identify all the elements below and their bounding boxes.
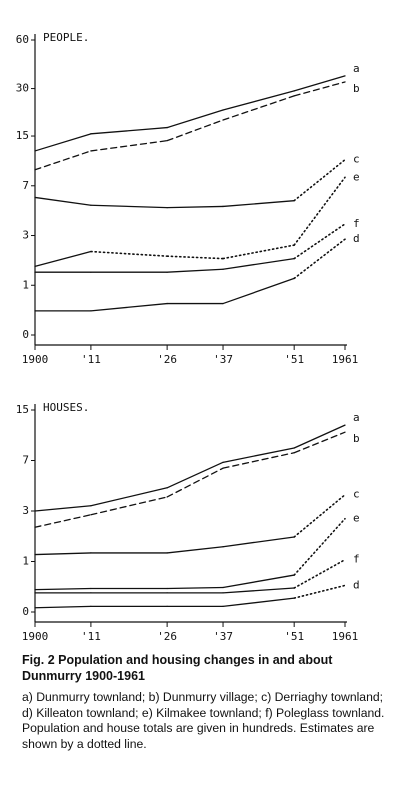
line-segment bbox=[293, 493, 346, 538]
line-segment bbox=[34, 514, 92, 528]
y-tick-label: 7 bbox=[22, 454, 29, 467]
line-segment bbox=[34, 605, 92, 609]
line-segment bbox=[34, 250, 92, 268]
x-tick-label: 1900 bbox=[22, 630, 49, 643]
line-segment bbox=[293, 158, 346, 202]
caption-title: Fig. 2 Population and housing changes in… bbox=[22, 653, 333, 683]
series-label: d bbox=[353, 578, 360, 591]
line-segment bbox=[90, 250, 168, 257]
line-segment bbox=[166, 119, 224, 142]
x-tick-label: '51 bbox=[284, 353, 304, 366]
line-segment bbox=[293, 584, 346, 599]
line-segment bbox=[166, 467, 224, 498]
series-label: f bbox=[353, 217, 360, 230]
x-tick-label: '11 bbox=[81, 630, 101, 643]
line-segment bbox=[222, 244, 295, 260]
series-label: c bbox=[353, 153, 360, 166]
line-segment bbox=[90, 126, 168, 135]
line-segment bbox=[293, 431, 346, 454]
line-segment bbox=[166, 586, 224, 590]
line-segment bbox=[293, 176, 346, 246]
line-segment bbox=[222, 574, 295, 589]
caption-text: a) Dunmurry townland; b) Dunmurry villag… bbox=[22, 690, 385, 751]
line-segment bbox=[293, 424, 346, 449]
series-label: b bbox=[353, 432, 360, 445]
series-label: d bbox=[353, 232, 360, 245]
line-segment bbox=[222, 90, 295, 111]
y-tick-label: 1 bbox=[22, 555, 29, 568]
series-label: a bbox=[353, 411, 360, 424]
series-label: b bbox=[353, 82, 360, 95]
y-tick-label: 30 bbox=[16, 82, 29, 95]
x-tick-label: '37 bbox=[213, 353, 233, 366]
y-tick-label: 3 bbox=[22, 504, 29, 517]
line-segment bbox=[222, 277, 295, 305]
line-segment bbox=[166, 255, 224, 260]
line-segment bbox=[34, 552, 92, 556]
line-segment bbox=[90, 302, 168, 312]
x-tick-label: '37 bbox=[213, 630, 233, 643]
line-segment bbox=[293, 75, 346, 92]
line-segment bbox=[222, 587, 295, 594]
x-tick-label: '26 bbox=[157, 353, 177, 366]
line-segment bbox=[293, 223, 346, 260]
line-segment bbox=[90, 204, 168, 209]
line-segment bbox=[166, 205, 224, 209]
line-segment bbox=[293, 517, 346, 576]
caption: Fig. 2 Population and housing changes in… bbox=[22, 652, 394, 752]
y-tick-label: 1 bbox=[22, 278, 29, 291]
x-tick-label: 1961 bbox=[332, 630, 359, 643]
line-segment bbox=[222, 200, 295, 208]
y-tick-label: 15 bbox=[16, 129, 29, 142]
y-tick-label: 7 bbox=[22, 179, 29, 192]
x-tick-label: '26 bbox=[157, 630, 177, 643]
line-segment bbox=[166, 268, 224, 273]
y-tick-label: 0 bbox=[22, 605, 29, 618]
line-segment bbox=[293, 81, 346, 97]
line-segment bbox=[90, 140, 168, 152]
series-label: a bbox=[353, 62, 360, 75]
line-segment bbox=[222, 452, 295, 469]
y-tick-label: 3 bbox=[22, 229, 29, 242]
y-tick-label: 0 bbox=[22, 328, 29, 341]
series-label: e bbox=[353, 170, 360, 183]
line-segment bbox=[222, 95, 295, 121]
series-label: f bbox=[353, 553, 360, 566]
y-tick-label: 60 bbox=[16, 33, 29, 46]
series-label: c bbox=[353, 488, 360, 501]
line-segment bbox=[34, 196, 92, 206]
line-segment bbox=[222, 447, 295, 463]
line-segment bbox=[293, 238, 346, 280]
y-tick-label: 15 bbox=[16, 403, 29, 416]
line-segment bbox=[34, 505, 92, 512]
line-segment bbox=[34, 587, 92, 591]
line-segment bbox=[90, 487, 168, 507]
x-tick-label: 1961 bbox=[332, 353, 359, 366]
x-tick-label: 1900 bbox=[22, 353, 49, 366]
line-segment bbox=[222, 257, 295, 270]
chart-title: HOUSES. bbox=[43, 401, 89, 414]
chart-title: PEOPLE. bbox=[43, 31, 89, 44]
line-segment bbox=[34, 150, 92, 171]
line-segment bbox=[166, 461, 224, 489]
line-segment bbox=[222, 597, 295, 608]
line-segment bbox=[166, 546, 224, 554]
line-segment bbox=[293, 558, 346, 589]
line-segment bbox=[222, 536, 295, 548]
x-tick-label: '51 bbox=[284, 630, 304, 643]
line-segment bbox=[90, 496, 168, 516]
line-segment bbox=[34, 133, 92, 152]
line-segment bbox=[166, 109, 224, 129]
x-tick-label: '11 bbox=[81, 353, 101, 366]
series-label: e bbox=[353, 512, 360, 525]
